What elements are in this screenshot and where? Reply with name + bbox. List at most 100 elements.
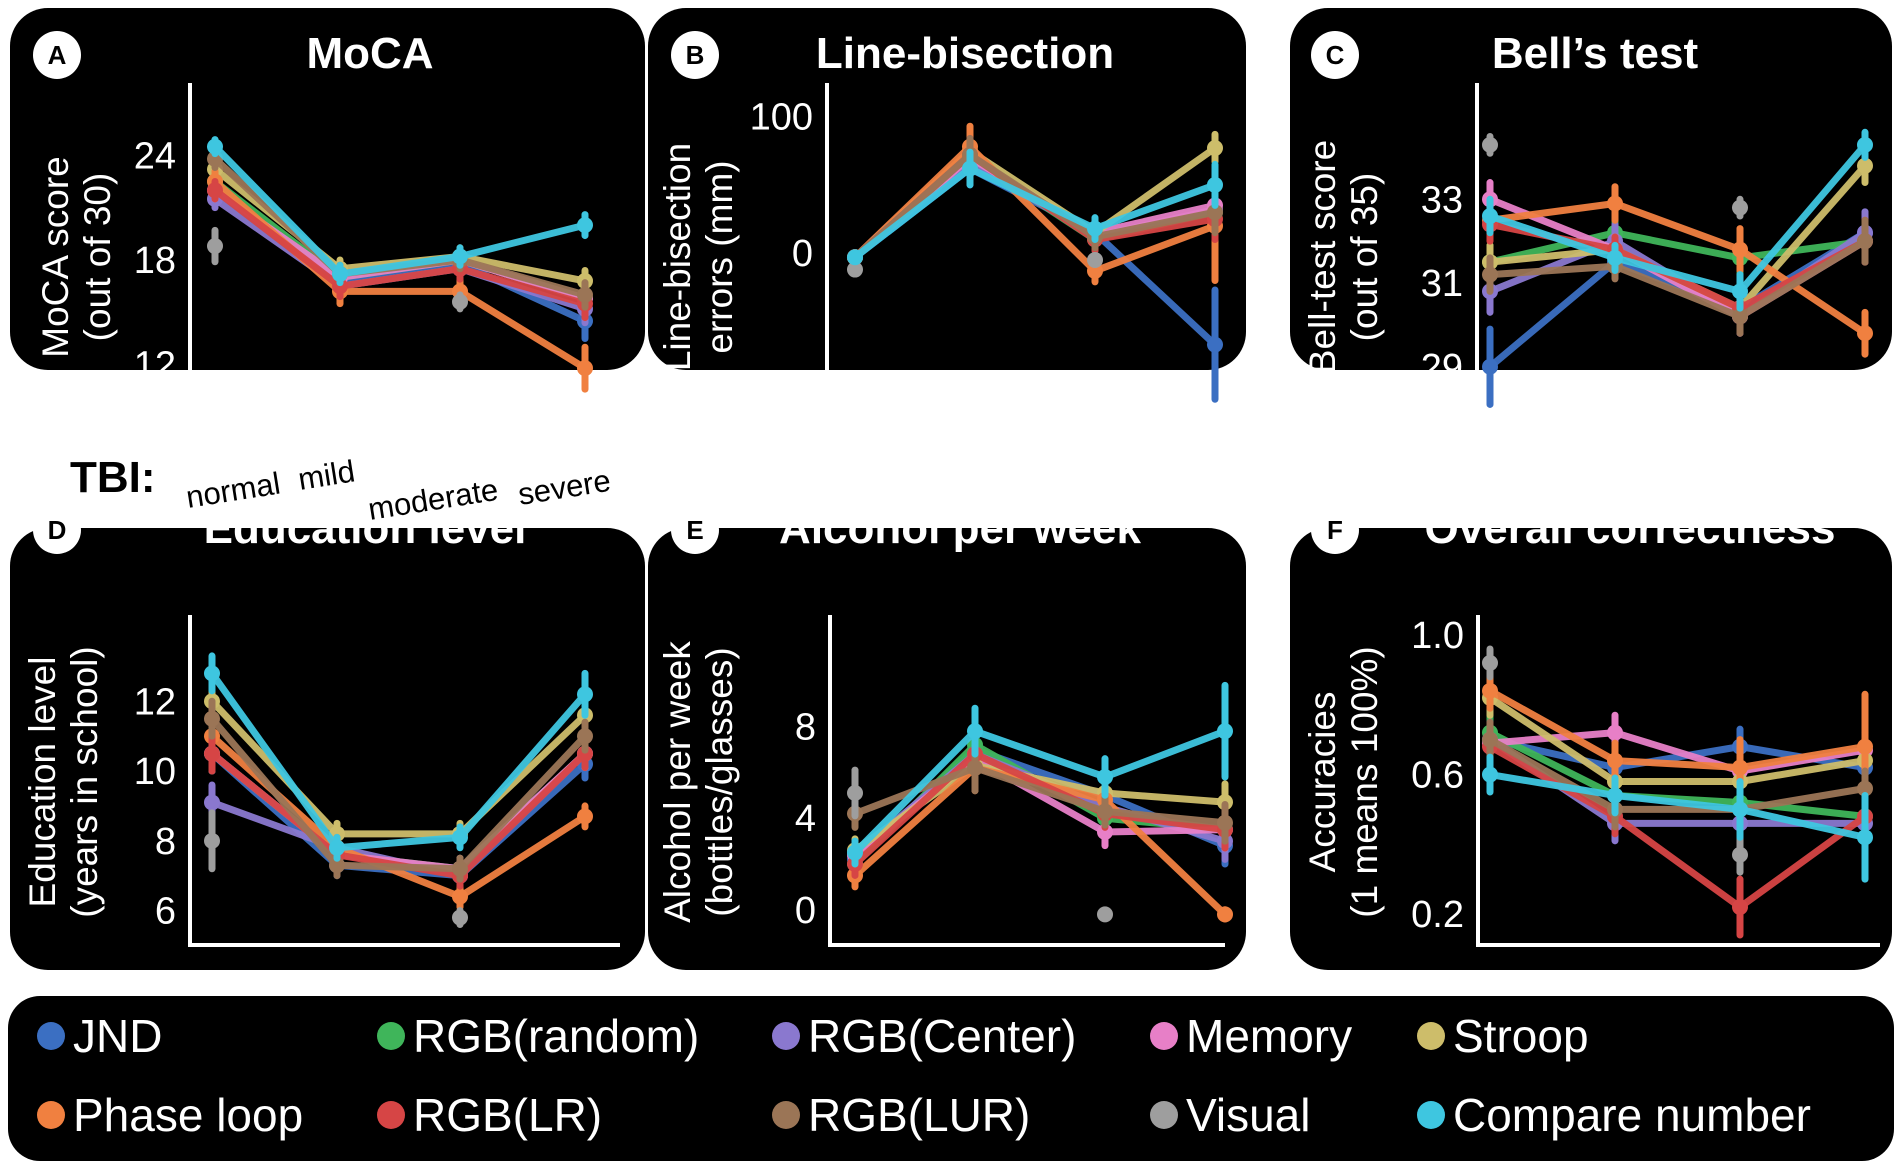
panel-letter: D (48, 515, 67, 545)
data-point (1217, 723, 1233, 740)
panel-letter: E (686, 515, 703, 545)
data-point (1732, 899, 1748, 916)
data-point (204, 710, 220, 727)
axes (828, 615, 1225, 947)
data-point (452, 888, 468, 905)
panel-letter-badge (33, 31, 81, 79)
y-tick-label: 10 (134, 751, 176, 793)
y-tick-label: 0 (792, 233, 813, 275)
data-point (1607, 724, 1623, 741)
axes (1476, 615, 1880, 947)
data-point (1857, 738, 1873, 755)
legend-item: RGB(random) (377, 1010, 699, 1062)
series-compare-number (207, 136, 593, 287)
y-tick-label: 12 (134, 681, 176, 723)
y-axis-label-line: (out of 35) (1344, 173, 1385, 342)
panel-letter-badge (1311, 31, 1359, 79)
data-point (452, 248, 468, 265)
y-axis-label-line: Accuracies (1302, 692, 1343, 873)
y-tick-label: 6 (155, 891, 176, 933)
data-point (207, 182, 223, 199)
data-point (1097, 823, 1113, 840)
legend-item: RGB(LUR) (772, 1089, 1030, 1141)
legend-label: Stroop (1453, 1010, 1589, 1062)
data-point (1207, 336, 1223, 353)
data-point (577, 360, 593, 377)
data-point (967, 759, 983, 776)
y-tick-label: 24 (134, 135, 176, 177)
y-tick-label: 8 (795, 707, 816, 749)
series-line (1488, 142, 1868, 295)
y-tick-label: 8 (155, 821, 176, 863)
y-axis-label: Line-bisectionerrors (mm) (657, 143, 740, 371)
chart-title: Alcohol per week (779, 504, 1141, 553)
panel-letter-badge (671, 506, 719, 554)
data-point (1482, 208, 1498, 225)
series-line (1489, 229, 1866, 266)
data-point (1607, 752, 1623, 769)
data-point (1857, 233, 1873, 250)
y-tick-label: 0.6 (1411, 755, 1464, 797)
panel-letter: C (1326, 40, 1345, 70)
legend-item: Visual (1150, 1089, 1310, 1141)
y-tick-label: 31 (1421, 263, 1463, 305)
y-axis-label-line: (1 means 100%) (1344, 646, 1385, 917)
data-point (1857, 780, 1873, 797)
y-axis-label-line: errors (mm) (699, 160, 740, 353)
series-visual (847, 766, 1113, 923)
data-point (204, 794, 220, 811)
data-point (1482, 136, 1498, 153)
data-point (962, 160, 978, 177)
data-point (452, 829, 468, 846)
chart-title: Bell’s test (1492, 29, 1699, 78)
data-point (1607, 787, 1623, 804)
legend-marker (37, 1101, 65, 1129)
panel-letter: A (48, 40, 67, 70)
legend-label: RGB(LR) (413, 1089, 602, 1141)
series-line (852, 750, 1226, 867)
axes (825, 83, 1215, 429)
data-point (847, 261, 863, 278)
legend-label: Memory (1186, 1010, 1352, 1062)
series-line (212, 187, 586, 307)
series-visual (204, 809, 468, 929)
axes (1475, 83, 1880, 429)
legend-label: RGB(Center) (808, 1010, 1076, 1062)
data-point (1097, 768, 1113, 785)
series-compare-number (847, 681, 1233, 868)
y-tick-label: 1.0 (1411, 615, 1464, 657)
panel-f: F Overall correctness 0.2 0.6 1.0 Accuracies(… (1290, 504, 1892, 970)
y-tick-label: 18 (134, 240, 176, 282)
data-point (847, 844, 863, 861)
data-point (1857, 325, 1873, 342)
legend-marker (377, 1022, 405, 1050)
series-visual (207, 226, 468, 313)
legend-item: Phase loop (37, 1089, 303, 1141)
legend-label: RGB(LUR) (808, 1089, 1030, 1141)
data-point (204, 665, 220, 682)
legend-item: JND (37, 1010, 162, 1062)
category-label-severe: severe (516, 463, 613, 512)
y-tick-label: 100 (750, 97, 813, 139)
data-point (452, 293, 468, 310)
legend-label: JND (73, 1010, 162, 1062)
chart-title: MoCA (306, 29, 433, 78)
series-line (209, 716, 588, 873)
data-point (204, 745, 220, 762)
series-line (209, 671, 588, 852)
data-point (452, 909, 468, 926)
series-compare-number (1482, 753, 1873, 883)
data-point (1097, 906, 1113, 923)
legend-label: Compare number (1453, 1089, 1811, 1141)
legend-marker (1417, 1022, 1445, 1050)
y-tick-label: −100 (727, 370, 813, 412)
data-point (1207, 204, 1223, 221)
tbi-label: TBI: (70, 453, 156, 502)
data-point (329, 857, 345, 874)
data-point (1482, 654, 1498, 671)
data-point (577, 217, 593, 234)
data-point (1607, 195, 1623, 212)
data-point (847, 785, 863, 802)
series-line (1489, 199, 1867, 337)
series-line (212, 144, 586, 278)
